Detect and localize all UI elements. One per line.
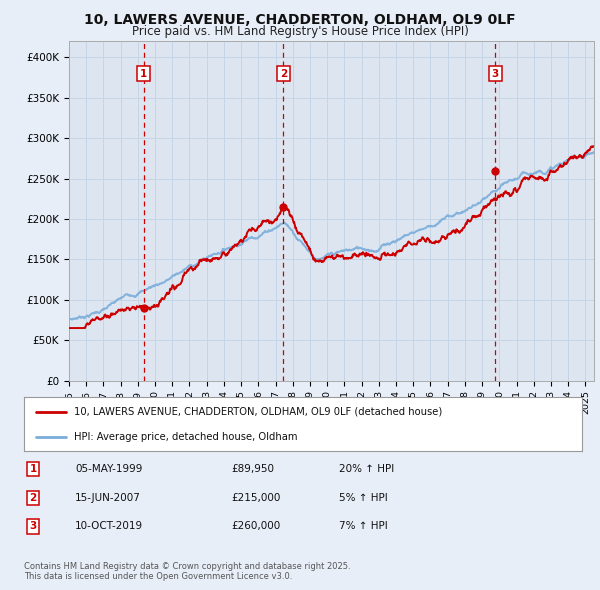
Text: 15-JUN-2007: 15-JUN-2007 bbox=[75, 493, 141, 503]
Text: 1: 1 bbox=[29, 464, 37, 474]
Text: 10, LAWERS AVENUE, CHADDERTON, OLDHAM, OL9 0LF: 10, LAWERS AVENUE, CHADDERTON, OLDHAM, O… bbox=[84, 13, 516, 27]
Text: £89,950: £89,950 bbox=[231, 464, 274, 474]
Text: 1: 1 bbox=[140, 68, 148, 78]
Text: 2: 2 bbox=[29, 493, 37, 503]
Text: Contains HM Land Registry data © Crown copyright and database right 2025.
This d: Contains HM Land Registry data © Crown c… bbox=[24, 562, 350, 581]
Text: 7% ↑ HPI: 7% ↑ HPI bbox=[339, 522, 388, 531]
Text: 10, LAWERS AVENUE, CHADDERTON, OLDHAM, OL9 0LF (detached house): 10, LAWERS AVENUE, CHADDERTON, OLDHAM, O… bbox=[74, 407, 442, 417]
Text: £215,000: £215,000 bbox=[231, 493, 280, 503]
Text: 10-OCT-2019: 10-OCT-2019 bbox=[75, 522, 143, 531]
Text: 05-MAY-1999: 05-MAY-1999 bbox=[75, 464, 142, 474]
Text: HPI: Average price, detached house, Oldham: HPI: Average price, detached house, Oldh… bbox=[74, 432, 298, 442]
Text: 5% ↑ HPI: 5% ↑ HPI bbox=[339, 493, 388, 503]
Text: 3: 3 bbox=[29, 522, 37, 531]
Text: 20% ↑ HPI: 20% ↑ HPI bbox=[339, 464, 394, 474]
Text: £260,000: £260,000 bbox=[231, 522, 280, 531]
Text: 3: 3 bbox=[492, 68, 499, 78]
Text: 2: 2 bbox=[280, 68, 287, 78]
Text: Price paid vs. HM Land Registry's House Price Index (HPI): Price paid vs. HM Land Registry's House … bbox=[131, 25, 469, 38]
